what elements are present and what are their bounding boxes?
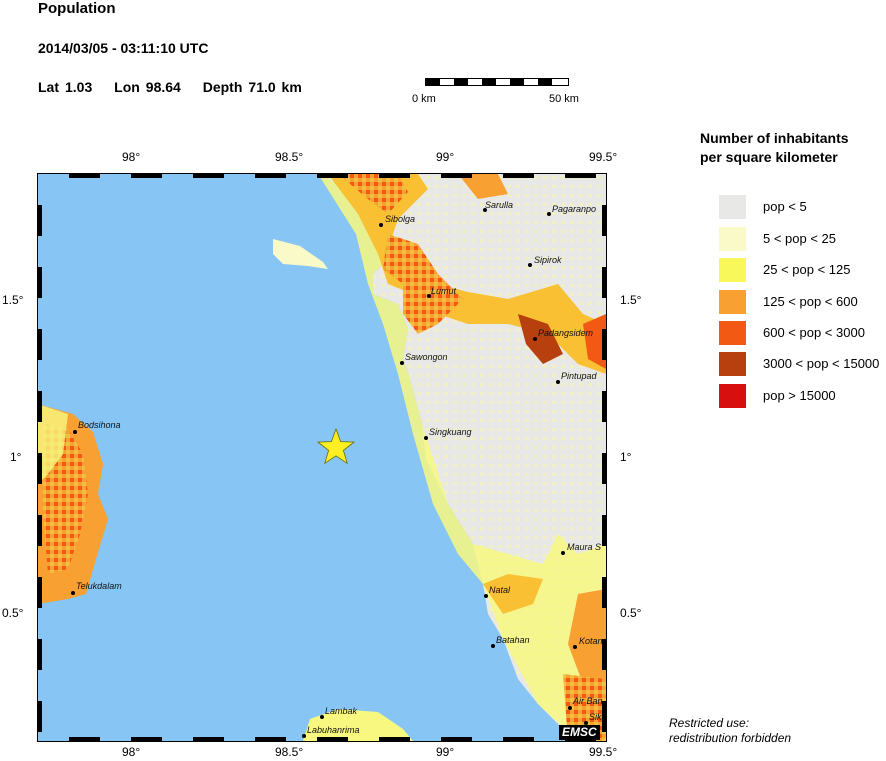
place-label: Lumut xyxy=(431,286,457,296)
place-label: Sawongon xyxy=(405,352,448,362)
frame-ticks xyxy=(38,174,606,741)
legend-label: 600 < pop < 3000 xyxy=(763,325,865,340)
place-label: Natal xyxy=(489,585,511,595)
legend-swatch xyxy=(719,195,746,219)
island-nias xyxy=(38,404,108,604)
mainland xyxy=(318,174,606,741)
event-datetime: 2014/03/05 - 03:11:10 UTC xyxy=(38,40,209,56)
left-tick-label: 1.5° xyxy=(2,293,24,307)
place-label: Labuhanrima xyxy=(307,725,360,735)
place-label: Sarulla xyxy=(485,200,514,210)
legend-swatch xyxy=(719,227,746,251)
top-tick-label: 99.5° xyxy=(589,150,618,164)
place-label: Padangsidem xyxy=(538,328,594,338)
town-marker xyxy=(573,645,577,649)
town-marker xyxy=(427,294,431,298)
place-label: Maura S xyxy=(567,542,602,552)
town-marker xyxy=(302,734,306,738)
top-tick-label: 98° xyxy=(122,150,141,164)
scale-bar xyxy=(425,78,569,86)
legend-title: Number of inhabitants per square kilomet… xyxy=(700,129,849,167)
town-marker xyxy=(379,223,383,227)
right-tick-label: 1° xyxy=(620,450,632,464)
restriction-note: Restricted use: redistribution forbidden xyxy=(669,716,791,746)
legend-swatch xyxy=(719,258,746,282)
town-marker xyxy=(400,361,404,365)
legend-label: pop > 15000 xyxy=(763,388,836,403)
town-marker xyxy=(533,337,537,341)
town-marker xyxy=(547,212,551,216)
town-marker xyxy=(584,721,588,725)
legend-label: 3000 < pop < 15000 xyxy=(763,356,880,371)
legend-label: 5 < pop < 25 xyxy=(763,231,837,246)
bottom-tick-label: 99° xyxy=(436,745,455,759)
town-marker xyxy=(528,263,532,267)
emsc-logo: EMSC xyxy=(559,725,600,740)
place-label: Pintupad xyxy=(561,371,597,381)
right-tick-label: 0.5° xyxy=(620,606,642,620)
map-title: Population xyxy=(38,0,116,17)
top-tick-label: 99° xyxy=(436,150,455,164)
legend-swatch xyxy=(719,290,746,314)
top-tick-label: 98.5° xyxy=(275,150,304,164)
legend-swatch xyxy=(719,352,746,376)
map-canvas xyxy=(38,174,606,741)
town-marker xyxy=(71,591,75,595)
place-label: Sibolga xyxy=(385,214,416,224)
place-label: Bodsihona xyxy=(78,420,121,430)
town-marker xyxy=(320,715,324,719)
bottom-tick-label: 98.5° xyxy=(275,745,304,759)
town-marker xyxy=(73,430,77,434)
lat-label: Lat xyxy=(38,79,59,95)
lat-value: 1.03 xyxy=(65,79,93,95)
town-marker xyxy=(561,551,565,555)
legend-swatch xyxy=(719,384,746,408)
lon-label: Lon xyxy=(114,79,140,95)
place-label: Singkuang xyxy=(429,427,472,437)
legend-swatch xyxy=(719,321,746,345)
epicenter-star-icon[interactable] xyxy=(316,427,356,465)
place-label: Kotan xyxy=(579,636,603,646)
island-musala xyxy=(273,239,328,269)
legend-title-line1: Number of inhabitants xyxy=(700,130,849,146)
town-marker xyxy=(556,380,560,384)
left-tick-label: 0.5° xyxy=(2,606,24,620)
legend-label: 125 < pop < 600 xyxy=(763,294,858,309)
event-parameters: Lat 1.03 Lon 98.64 Depth 71.0 km xyxy=(38,79,318,95)
right-tick-label: 1.5° xyxy=(620,293,642,307)
town-marker xyxy=(568,706,572,710)
island-tanahmasa xyxy=(303,709,413,741)
place-label: Sikc xyxy=(589,712,607,722)
depth-value: 71.0 km xyxy=(248,79,302,95)
place-label: Sipirok xyxy=(534,255,562,265)
bottom-tick-label: 99.5° xyxy=(589,745,618,759)
place-label: Batahan xyxy=(496,635,530,645)
left-tick-label: 1° xyxy=(10,450,22,464)
lon-value: 98.64 xyxy=(145,79,181,95)
town-marker xyxy=(483,208,487,212)
place-label: Air Ban xyxy=(573,696,603,706)
town-marker xyxy=(424,436,428,440)
restriction-line1: Restricted use: xyxy=(669,716,750,730)
scale-end-label: 50 km xyxy=(549,93,579,105)
legend-label: pop < 5 xyxy=(763,199,807,214)
legend-label: 25 < pop < 125 xyxy=(763,262,851,277)
place-label: Pagaranpo xyxy=(552,204,597,214)
town-marker xyxy=(491,644,495,648)
bottom-tick-label: 98° xyxy=(122,745,141,759)
place-label: Lambak xyxy=(325,706,358,716)
town-marker xyxy=(484,594,488,598)
place-label: Telukdalam xyxy=(76,581,122,591)
depth-label: Depth xyxy=(202,79,243,95)
legend-title-line2: per square kilometer xyxy=(700,149,838,165)
population-map[interactable]: Sibolga Sarulla Pagaranpo Sipirok Lumut … xyxy=(37,173,607,742)
scale-start-label: 0 km xyxy=(412,93,436,105)
restriction-line2: redistribution forbidden xyxy=(669,731,792,745)
